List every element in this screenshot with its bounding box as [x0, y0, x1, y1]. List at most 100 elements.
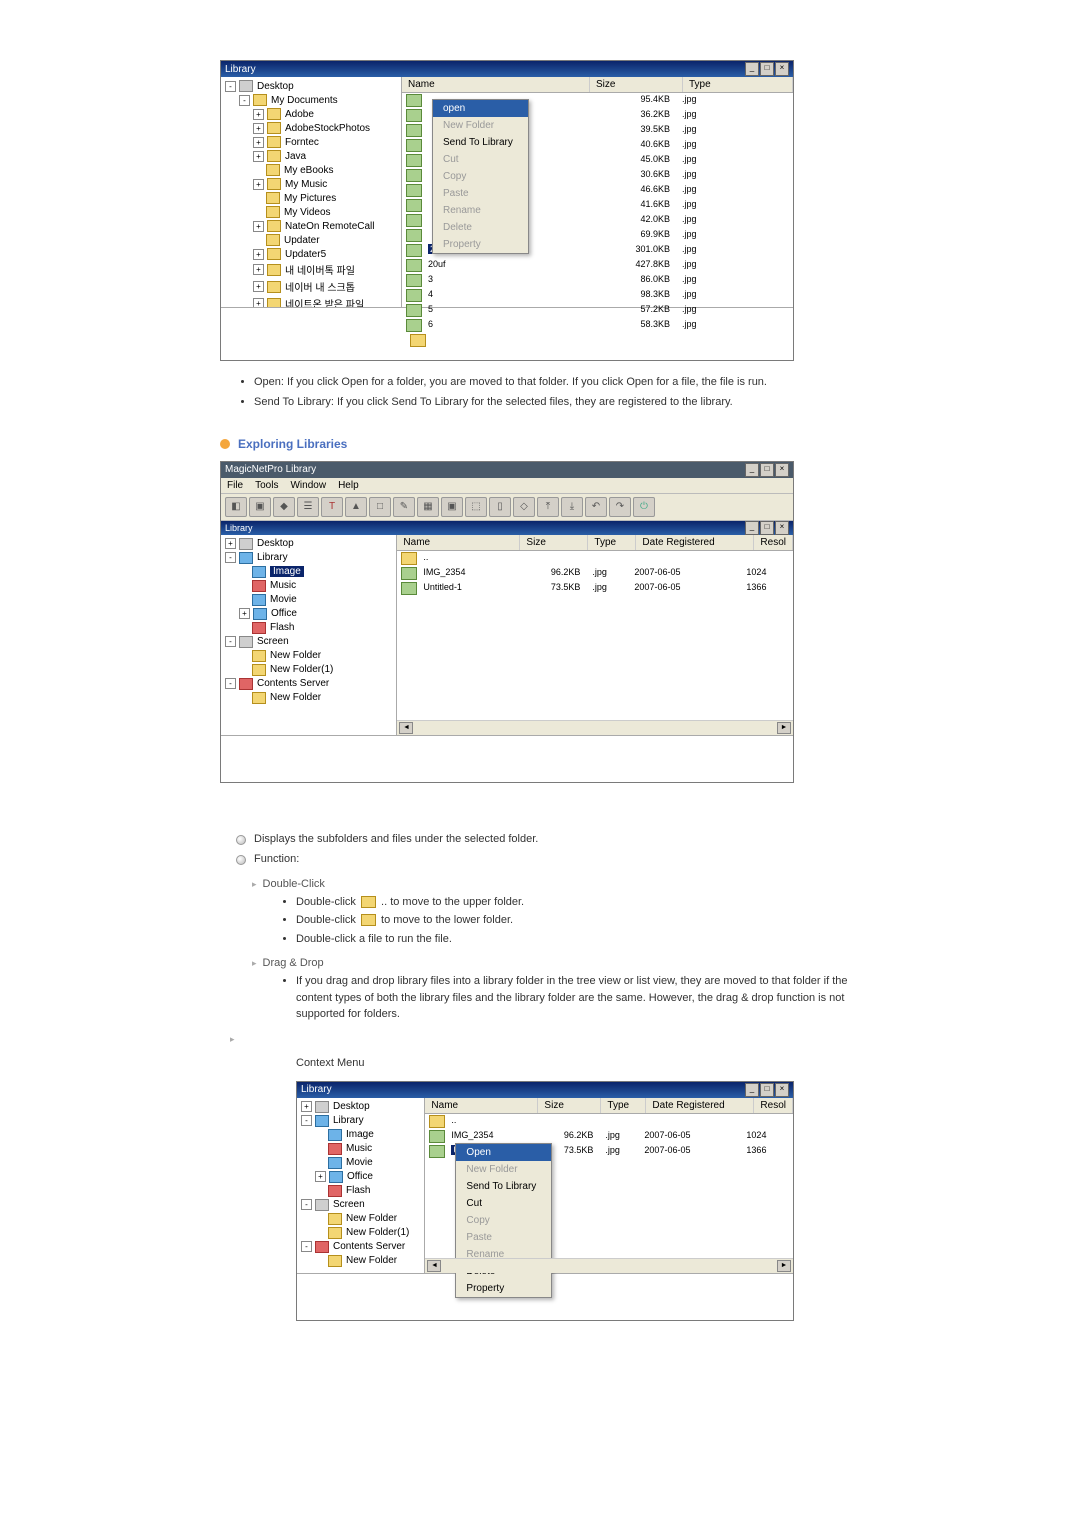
list-row[interactable]: IMG_235496.2KB.jpg2007-06-051024 [397, 566, 793, 581]
tree-item[interactable]: -Contents Server [297, 1240, 424, 1254]
toolbar-button[interactable]: ⏻ [633, 497, 655, 517]
col-resol[interactable]: Resol [754, 535, 793, 550]
col-name[interactable]: Name [397, 535, 520, 550]
tree-toggle-icon[interactable]: + [253, 137, 264, 148]
tree-toggle-icon[interactable]: + [253, 151, 264, 162]
tree-item[interactable]: New Folder [221, 691, 396, 705]
tree-item[interactable]: Movie [221, 593, 396, 607]
context-menu-item[interactable]: Rename [433, 202, 528, 219]
toolbar-button[interactable]: □ [369, 497, 391, 517]
tree-toggle-icon[interactable]: + [253, 281, 264, 292]
tree-item[interactable]: +Java [221, 149, 401, 163]
tree-item[interactable]: -Desktop [221, 79, 401, 93]
list-row[interactable]: IMG_235496.2KB.jpg2007-06-051024 [425, 1129, 793, 1144]
toolbar-button[interactable]: ◆ [273, 497, 295, 517]
col-size[interactable]: Size [590, 77, 683, 92]
tree-toggle-icon[interactable]: + [253, 123, 264, 134]
scroll-right-icon[interactable]: ► [777, 722, 791, 734]
menu-item[interactable]: File [227, 480, 243, 491]
maximize-icon[interactable]: □ [760, 521, 774, 535]
list-row[interactable]: .. [425, 1114, 793, 1129]
tree-toggle-icon[interactable]: + [301, 1101, 312, 1112]
col-date[interactable]: Date Registered [646, 1098, 754, 1113]
tree-toggle-icon[interactable]: + [253, 264, 264, 275]
col-type[interactable]: Type [588, 535, 636, 550]
minimize-icon[interactable]: _ [745, 1083, 759, 1097]
tree-item[interactable]: +Adobe [221, 107, 401, 121]
tree-item[interactable]: +NateOn RemoteCall [221, 219, 401, 233]
scroll-left-icon[interactable]: ◄ [399, 722, 413, 734]
list-row[interactable]: 20uf427.8KB.jpg [402, 258, 793, 273]
col-name[interactable]: Name [425, 1098, 538, 1113]
tree-item[interactable]: +내 네이버톡 파일 [221, 261, 401, 278]
toolbar-button[interactable]: ☰ [297, 497, 319, 517]
context-menu-item[interactable]: Delete [433, 219, 528, 236]
close-icon[interactable]: × [775, 521, 789, 535]
tree-toggle-icon[interactable]: + [253, 221, 264, 232]
tree-toggle-icon[interactable]: - [225, 552, 236, 563]
toolbar-button[interactable]: ↶ [585, 497, 607, 517]
tree-toggle-icon[interactable]: - [301, 1199, 312, 1210]
tree-item[interactable]: New Folder(1) [297, 1226, 424, 1240]
tree-toggle-icon[interactable]: - [239, 95, 250, 106]
tree-toggle-icon[interactable]: - [225, 678, 236, 689]
tree-item[interactable]: +Updater5 [221, 247, 401, 261]
tree-item[interactable]: My Videos [221, 205, 401, 219]
toolbar-button[interactable]: ⤓ [561, 497, 583, 517]
col-size[interactable]: Size [520, 535, 588, 550]
toolbar-button[interactable]: ⬚ [465, 497, 487, 517]
context-menu[interactable]: OpenNew FolderSend To LibraryCutCopyPast… [455, 1143, 552, 1298]
tree-item[interactable]: -Library [221, 551, 396, 565]
tree-item[interactable]: +네이버 내 스크톱 [221, 278, 401, 295]
minimize-icon[interactable]: _ [745, 463, 759, 477]
tree-item[interactable]: Image [297, 1128, 424, 1142]
tree-toggle-icon[interactable]: - [301, 1241, 312, 1252]
tree-item[interactable]: My Pictures [221, 191, 401, 205]
tree-view[interactable]: +Desktop-LibraryImageMusicMovie+OfficeFl… [221, 535, 397, 735]
tree-toggle-icon[interactable]: + [253, 179, 264, 190]
tree-item[interactable]: -Screen [221, 635, 396, 649]
context-menu-item[interactable]: Cut [456, 1195, 551, 1212]
toolbar-button[interactable]: ↷ [609, 497, 631, 517]
context-menu[interactable]: openNew FolderSend To LibraryCutCopyPast… [432, 99, 529, 254]
tree-item[interactable]: +My Music [221, 177, 401, 191]
minimize-icon[interactable]: _ [745, 62, 759, 76]
tree-item[interactable]: Image [221, 565, 396, 579]
toolbar-button[interactable]: ▯ [489, 497, 511, 517]
list-view[interactable]: Name Size Type Date Registered Resol ..I… [425, 1098, 793, 1273]
toolbar-button[interactable]: ✎ [393, 497, 415, 517]
col-type[interactable]: Type [683, 77, 793, 92]
list-row[interactable]: 557.2KB.jpg [402, 303, 793, 318]
toolbar-button[interactable]: ◧ [225, 497, 247, 517]
tree-toggle-icon[interactable]: - [225, 81, 236, 92]
close-icon[interactable]: × [775, 463, 789, 477]
tree-item[interactable]: New Folder [297, 1212, 424, 1226]
tree-toggle-icon[interactable]: + [225, 538, 236, 549]
tree-toggle-icon[interactable]: + [239, 608, 250, 619]
close-icon[interactable]: × [775, 62, 789, 76]
tree-item[interactable]: New Folder [221, 649, 396, 663]
tree-item[interactable]: +Office [297, 1170, 424, 1184]
list-row[interactable]: .. [397, 551, 793, 566]
context-menu-item[interactable]: Property [433, 236, 528, 253]
context-menu-item[interactable]: Paste [456, 1229, 551, 1246]
tree-item[interactable]: Music [297, 1142, 424, 1156]
tree-item[interactable]: Movie [297, 1156, 424, 1170]
col-name[interactable]: Name [402, 77, 590, 92]
tree-item[interactable]: -My Documents [221, 93, 401, 107]
close-icon[interactable]: × [775, 1083, 789, 1097]
tree-item[interactable]: Flash [297, 1184, 424, 1198]
menu-item[interactable]: Window [290, 480, 326, 491]
tree-item[interactable]: +Desktop [297, 1100, 424, 1114]
maximize-icon[interactable]: □ [760, 62, 774, 76]
context-menu-item[interactable]: Copy [456, 1212, 551, 1229]
toolbar-button[interactable]: ▣ [441, 497, 463, 517]
context-menu-item[interactable]: Send To Library [433, 134, 528, 151]
tree-item[interactable]: Updater [221, 233, 401, 247]
tree-toggle-icon[interactable]: + [253, 298, 264, 307]
tree-toggle-icon[interactable]: + [253, 249, 264, 260]
tree-item[interactable]: +Forntec [221, 135, 401, 149]
tree-item[interactable]: -Library [297, 1114, 424, 1128]
menu-item[interactable]: Help [338, 480, 359, 491]
toolbar-button[interactable]: T [321, 497, 343, 517]
